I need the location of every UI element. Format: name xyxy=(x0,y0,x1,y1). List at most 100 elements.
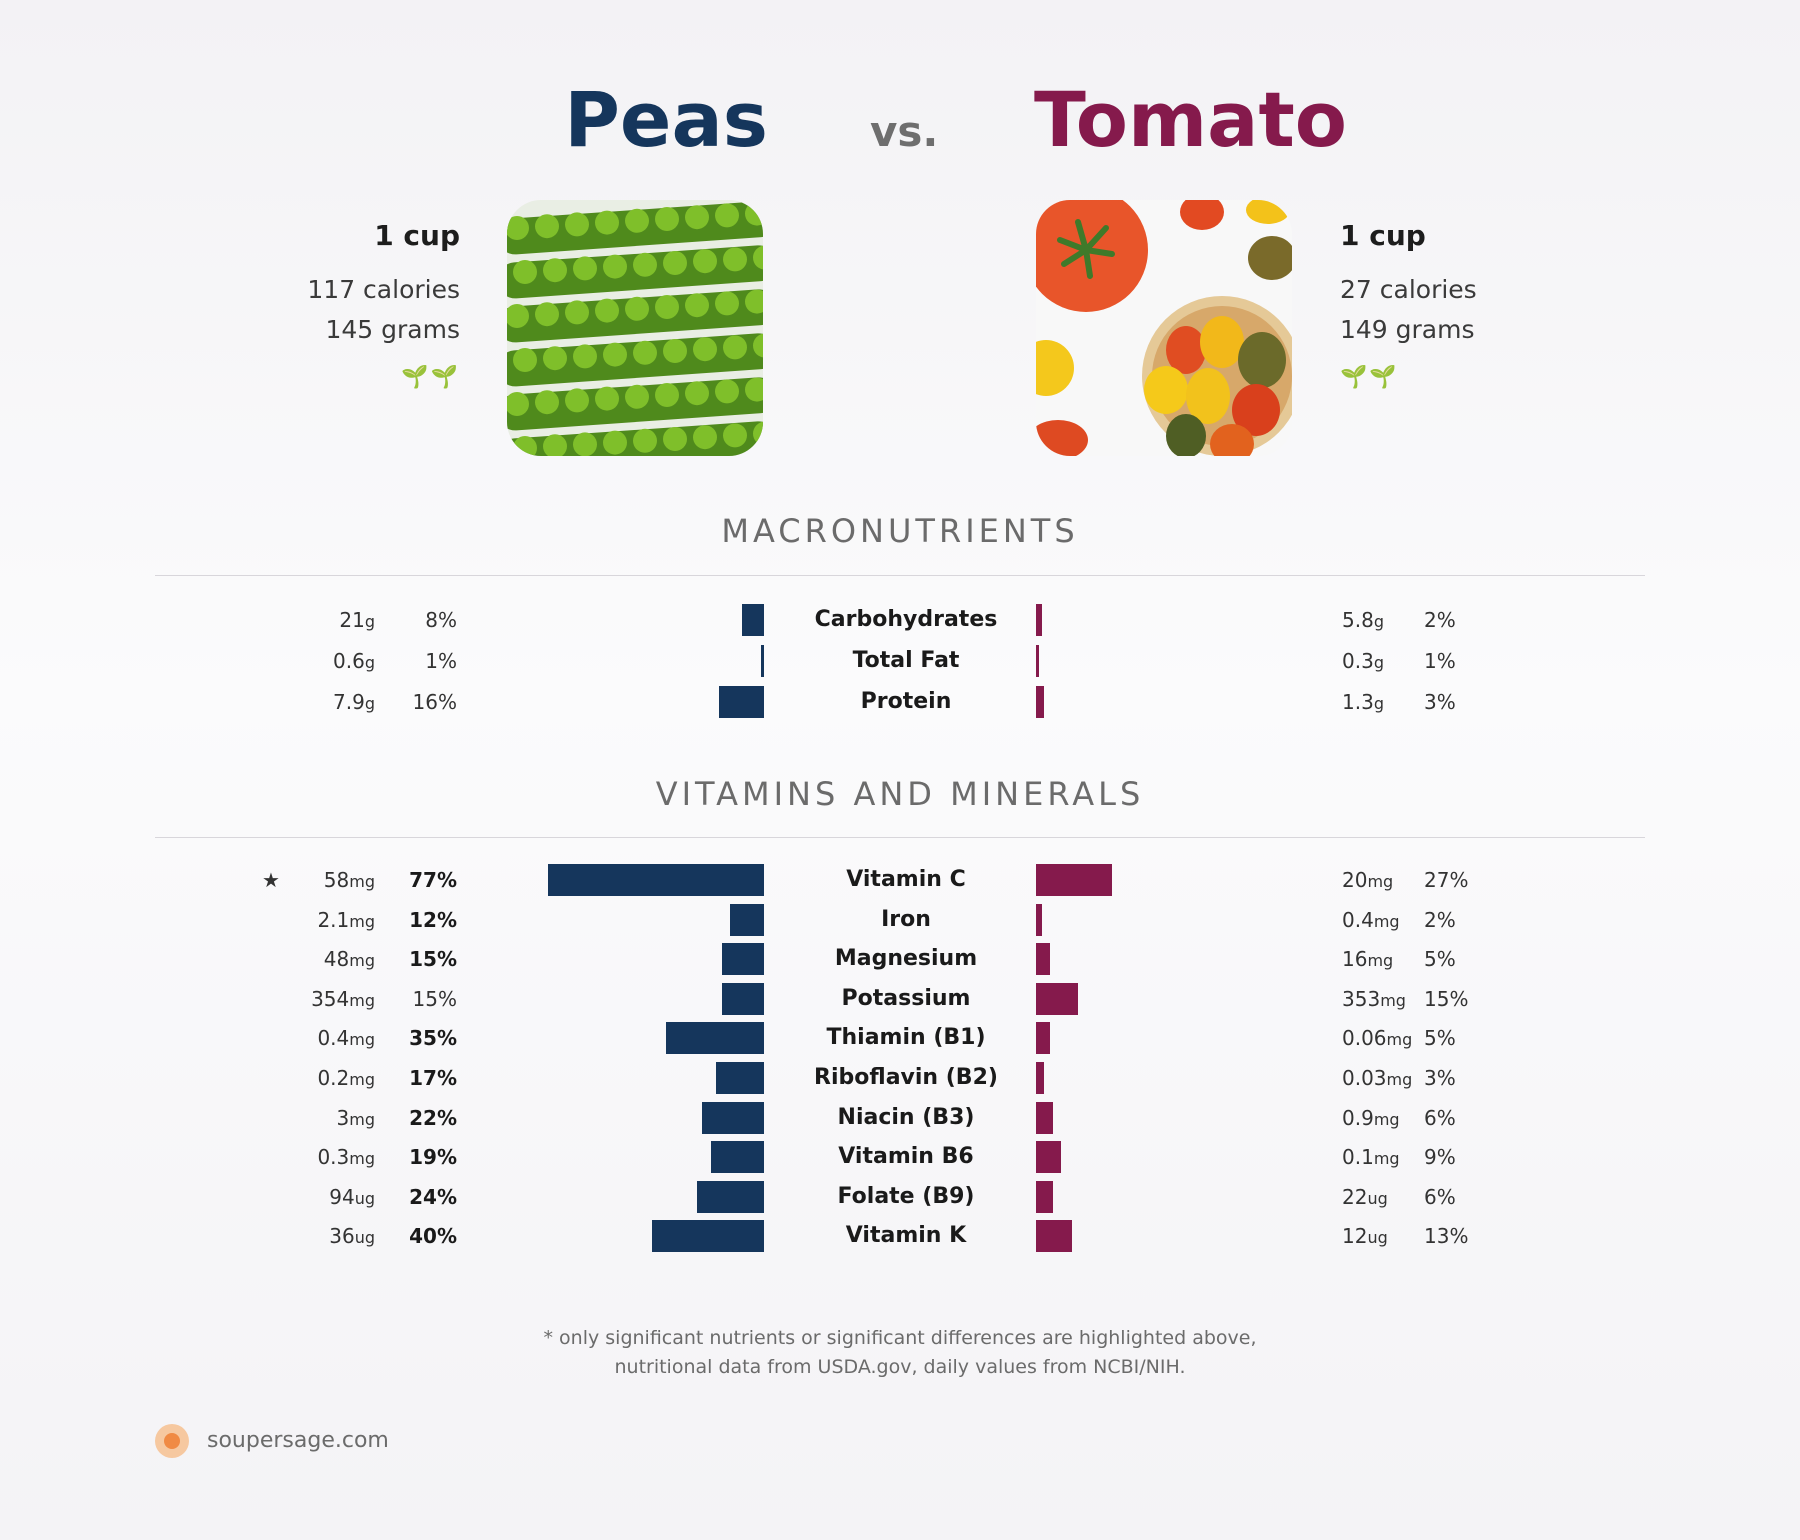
amount-value: 0.1 xyxy=(1342,1145,1374,1170)
divider xyxy=(155,575,1645,576)
food-a-amount: 0.2mg xyxy=(317,1058,375,1098)
nutrient-name: Protein xyxy=(860,689,952,714)
amount-value: 36 xyxy=(329,1224,355,1249)
soupersage-logo-icon xyxy=(155,1424,189,1458)
food-a-bar xyxy=(722,982,764,1015)
food-b-amount: 0.3g xyxy=(1342,641,1384,681)
food-a-bar xyxy=(741,604,764,636)
nutrient-name: Niacin (B3) xyxy=(837,1104,975,1130)
food-a-bar xyxy=(716,1062,764,1094)
amount-value: 1.3 xyxy=(1342,690,1374,714)
food-b-bar xyxy=(1036,604,1042,636)
amount-unit: g xyxy=(364,612,375,631)
food-b-grams: 149 grams xyxy=(1340,315,1475,344)
amount-unit: mg xyxy=(349,1030,375,1050)
brand[interactable]: soupersage.com xyxy=(155,1424,389,1458)
amount-value: 12 xyxy=(1342,1224,1368,1249)
food-a-daily-value: 35% xyxy=(409,1026,457,1051)
food-a-amount: 7.9g xyxy=(333,682,375,722)
food-a-daily-value: 15% xyxy=(412,986,457,1011)
amount-unit: mg xyxy=(349,872,375,891)
food-a-amount: 21g xyxy=(339,600,375,640)
amount-value: 0.2 xyxy=(317,1066,350,1090)
food-a-daily-value: 16% xyxy=(412,690,457,714)
food-b-bar xyxy=(1036,1220,1073,1253)
food-a-grams: 145 grams xyxy=(325,315,460,344)
amount-unit: mg xyxy=(1380,990,1406,1010)
food-b-amount: 5.8g xyxy=(1342,600,1384,640)
nutrient-name: Folate (B9) xyxy=(837,1183,975,1209)
food-b-daily-value: 2% xyxy=(1424,608,1456,632)
macronutrients-heading: MACRONUTRIENTS xyxy=(721,512,1079,550)
vs-label: vs. xyxy=(870,107,939,156)
food-a-daily-value: 1% xyxy=(425,649,457,673)
food-a-serving: 1 cup xyxy=(374,219,460,252)
nutrient-row: 2.1mg 12% Iron 0.4mg 2% xyxy=(0,900,1800,940)
amount-value: 94 xyxy=(329,1184,355,1209)
nutrient-row: 94ug 24% Folate (B9) 22ug 6% xyxy=(0,1177,1800,1217)
food-b-bar xyxy=(1036,1180,1053,1213)
amount-value: 16 xyxy=(1342,947,1368,972)
food-b-daily-value: 3% xyxy=(1424,1066,1456,1090)
food-a-bar xyxy=(702,1101,764,1134)
nutrient-name: Carbohydrates xyxy=(814,607,998,632)
food-b-amount: 0.03mg xyxy=(1342,1058,1412,1098)
amount-value: 3 xyxy=(336,1105,350,1130)
amount-value: 0.03 xyxy=(1342,1066,1387,1090)
food-b-bar xyxy=(1036,1022,1050,1055)
food-a-amount: 0.3mg xyxy=(317,1137,375,1177)
food-b-amount: 0.06mg xyxy=(1342,1018,1412,1058)
nutrient-row: ★ 58mg 77% Vitamin C 20mg 27% xyxy=(0,860,1800,900)
food-a-amount: 0.4mg xyxy=(317,1018,375,1058)
nutrient-name: Vitamin K xyxy=(845,1223,967,1249)
food-b-daily-value: 3% xyxy=(1424,690,1456,714)
amount-unit: mg xyxy=(349,1070,375,1089)
amount-value: 48 xyxy=(323,947,350,972)
food-a-daily-value: 15% xyxy=(409,947,457,972)
food-a-daily-value: 19% xyxy=(409,1145,457,1170)
nutrient-name: Iron xyxy=(881,906,931,932)
amount-unit: mg xyxy=(1367,872,1394,891)
food-b-bar xyxy=(1036,864,1112,896)
food-b-bar xyxy=(1036,943,1050,976)
amount-value: 22 xyxy=(1342,1184,1368,1209)
footnote: * only significant nutrients or signific… xyxy=(0,1324,1800,1382)
amount-value: 0.4 xyxy=(1342,907,1374,932)
sprout-icon: 🌱🌱 xyxy=(1340,365,1399,390)
brand-link[interactable]: soupersage.com xyxy=(207,1428,389,1453)
amount-unit: mg xyxy=(1367,951,1394,971)
star-icon: ★ xyxy=(262,868,280,892)
vitamins-heading: VITAMINS AND MINERALS xyxy=(655,775,1145,813)
amount-unit: ug xyxy=(354,1228,375,1248)
food-a-daily-value: 12% xyxy=(409,907,457,932)
food-b-info: 1 cup 27 calories 149 grams 🌱🌱 xyxy=(1340,216,1477,398)
food-b-bar xyxy=(1036,1062,1045,1094)
amount-unit: ug xyxy=(1367,1188,1388,1208)
food-b-daily-value: 1% xyxy=(1424,649,1456,673)
food-a-bar xyxy=(666,1022,764,1055)
nutrient-name: Total Fat xyxy=(852,648,960,673)
food-a-bar xyxy=(730,903,764,936)
food-a-amount: 58mg xyxy=(324,860,375,900)
food-b-amount: 0.1mg xyxy=(1342,1137,1400,1177)
amount-unit: g xyxy=(1373,612,1384,631)
amount-value: 0.9 xyxy=(1342,1105,1374,1130)
amount-value: 20 xyxy=(1342,868,1368,892)
food-b-daily-value: 27% xyxy=(1424,868,1469,892)
food-b-amount: 353mg xyxy=(1342,979,1406,1019)
nutrient-name: Magnesium xyxy=(834,946,978,972)
food-a-daily-value: 24% xyxy=(409,1184,457,1209)
nutrient-row: 21g 8% Carbohydrates 5.8g 2% xyxy=(0,600,1800,640)
tomato-image xyxy=(1036,200,1292,456)
divider xyxy=(155,837,1645,838)
food-b-calories: 27 calories xyxy=(1340,275,1477,304)
food-a-bar xyxy=(761,645,764,677)
nutrient-row: 36ug 40% Vitamin K 12ug 13% xyxy=(0,1216,1800,1256)
footnote-line-1: * only significant nutrients or signific… xyxy=(543,1327,1257,1349)
amount-unit: mg xyxy=(349,951,375,971)
amount-unit: ug xyxy=(354,1188,375,1208)
food-b-bar xyxy=(1036,645,1039,677)
food-b-amount: 0.4mg xyxy=(1342,900,1400,940)
food-b-daily-value: 9% xyxy=(1424,1145,1456,1170)
food-b-daily-value: 6% xyxy=(1424,1105,1456,1130)
